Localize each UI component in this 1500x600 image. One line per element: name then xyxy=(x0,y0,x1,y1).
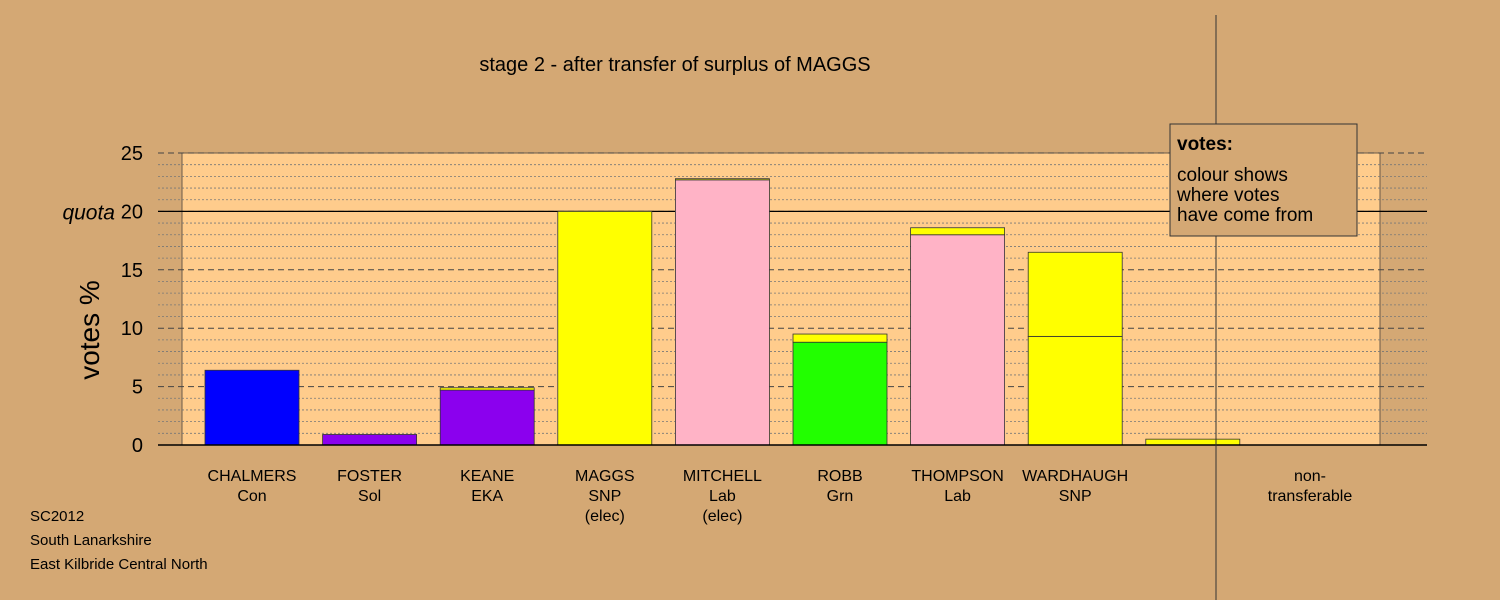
legend-title: votes: xyxy=(1177,134,1233,155)
legend-line: colour shows xyxy=(1177,165,1288,186)
category-label: WARDHAUGH xyxy=(1022,468,1128,485)
legend: votes: colour shows where votes have com… xyxy=(1169,123,1358,237)
bar-segment xyxy=(204,369,300,446)
footer: SC2012 South Lanarkshire East Kilbride C… xyxy=(30,505,208,577)
footer-election: SC2012 xyxy=(30,508,85,525)
bar-segment xyxy=(792,333,888,343)
bar-segment xyxy=(792,341,888,446)
bar-segment xyxy=(1027,335,1123,446)
category-labels: CHALMERS Con FOSTER Sol KEANE EKA MAGGS SNP (ele… xyxy=(208,468,1353,525)
bar-segment xyxy=(675,178,770,181)
y-tick-label: 10 xyxy=(121,318,143,340)
footer-ward: East Kilbride Central North xyxy=(30,556,208,573)
y-tick-label: 20 xyxy=(121,201,143,223)
bar-segment xyxy=(1027,251,1123,337)
bar-segment xyxy=(557,210,653,446)
category-label: Con xyxy=(237,488,266,505)
bar-segment xyxy=(1145,438,1241,446)
category-label: MAGGS xyxy=(575,468,635,485)
category-label: FOSTER xyxy=(337,468,402,485)
category-label: MITCHELL xyxy=(683,468,762,485)
bar-segment xyxy=(910,234,1005,446)
category-label: (elec) xyxy=(585,508,625,525)
category-label: KEANE xyxy=(460,468,514,485)
y-tick-label: 0 xyxy=(132,435,143,457)
category-label: non- xyxy=(1294,468,1326,485)
y-axis-label: votes % xyxy=(74,280,105,380)
legend-line: where votes xyxy=(1176,185,1279,206)
quota-label: quota xyxy=(62,201,115,224)
legend-line: have come from xyxy=(1177,205,1313,226)
category-label: CHALMERS xyxy=(208,468,297,485)
y-tick-label: 25 xyxy=(121,143,143,165)
category-label: Lab xyxy=(944,488,971,505)
bars xyxy=(204,178,1241,446)
category-label: Grn xyxy=(827,488,854,505)
bar-segment xyxy=(439,389,535,446)
category-label: transferable xyxy=(1268,488,1353,505)
bar-segment xyxy=(910,227,1005,236)
category-label: THOMPSON xyxy=(911,468,1003,485)
category-label: (elec) xyxy=(702,508,742,525)
bar-segment xyxy=(439,387,535,391)
y-tick-label: 5 xyxy=(132,377,143,399)
category-label: Sol xyxy=(358,488,381,505)
category-label: SNP xyxy=(1059,488,1092,505)
footer-council: South Lanarkshire xyxy=(30,532,152,549)
legend-box xyxy=(1169,123,1358,237)
chart-title: stage 2 - after transfer of surplus of M… xyxy=(479,54,870,76)
category-label: SNP xyxy=(588,488,621,505)
bar-segment xyxy=(675,179,770,446)
category-label: EKA xyxy=(471,488,503,505)
category-label: ROBB xyxy=(817,468,862,485)
category-label: Lab xyxy=(709,488,736,505)
bar-segment xyxy=(322,434,418,446)
y-tick-label: 15 xyxy=(121,260,143,282)
